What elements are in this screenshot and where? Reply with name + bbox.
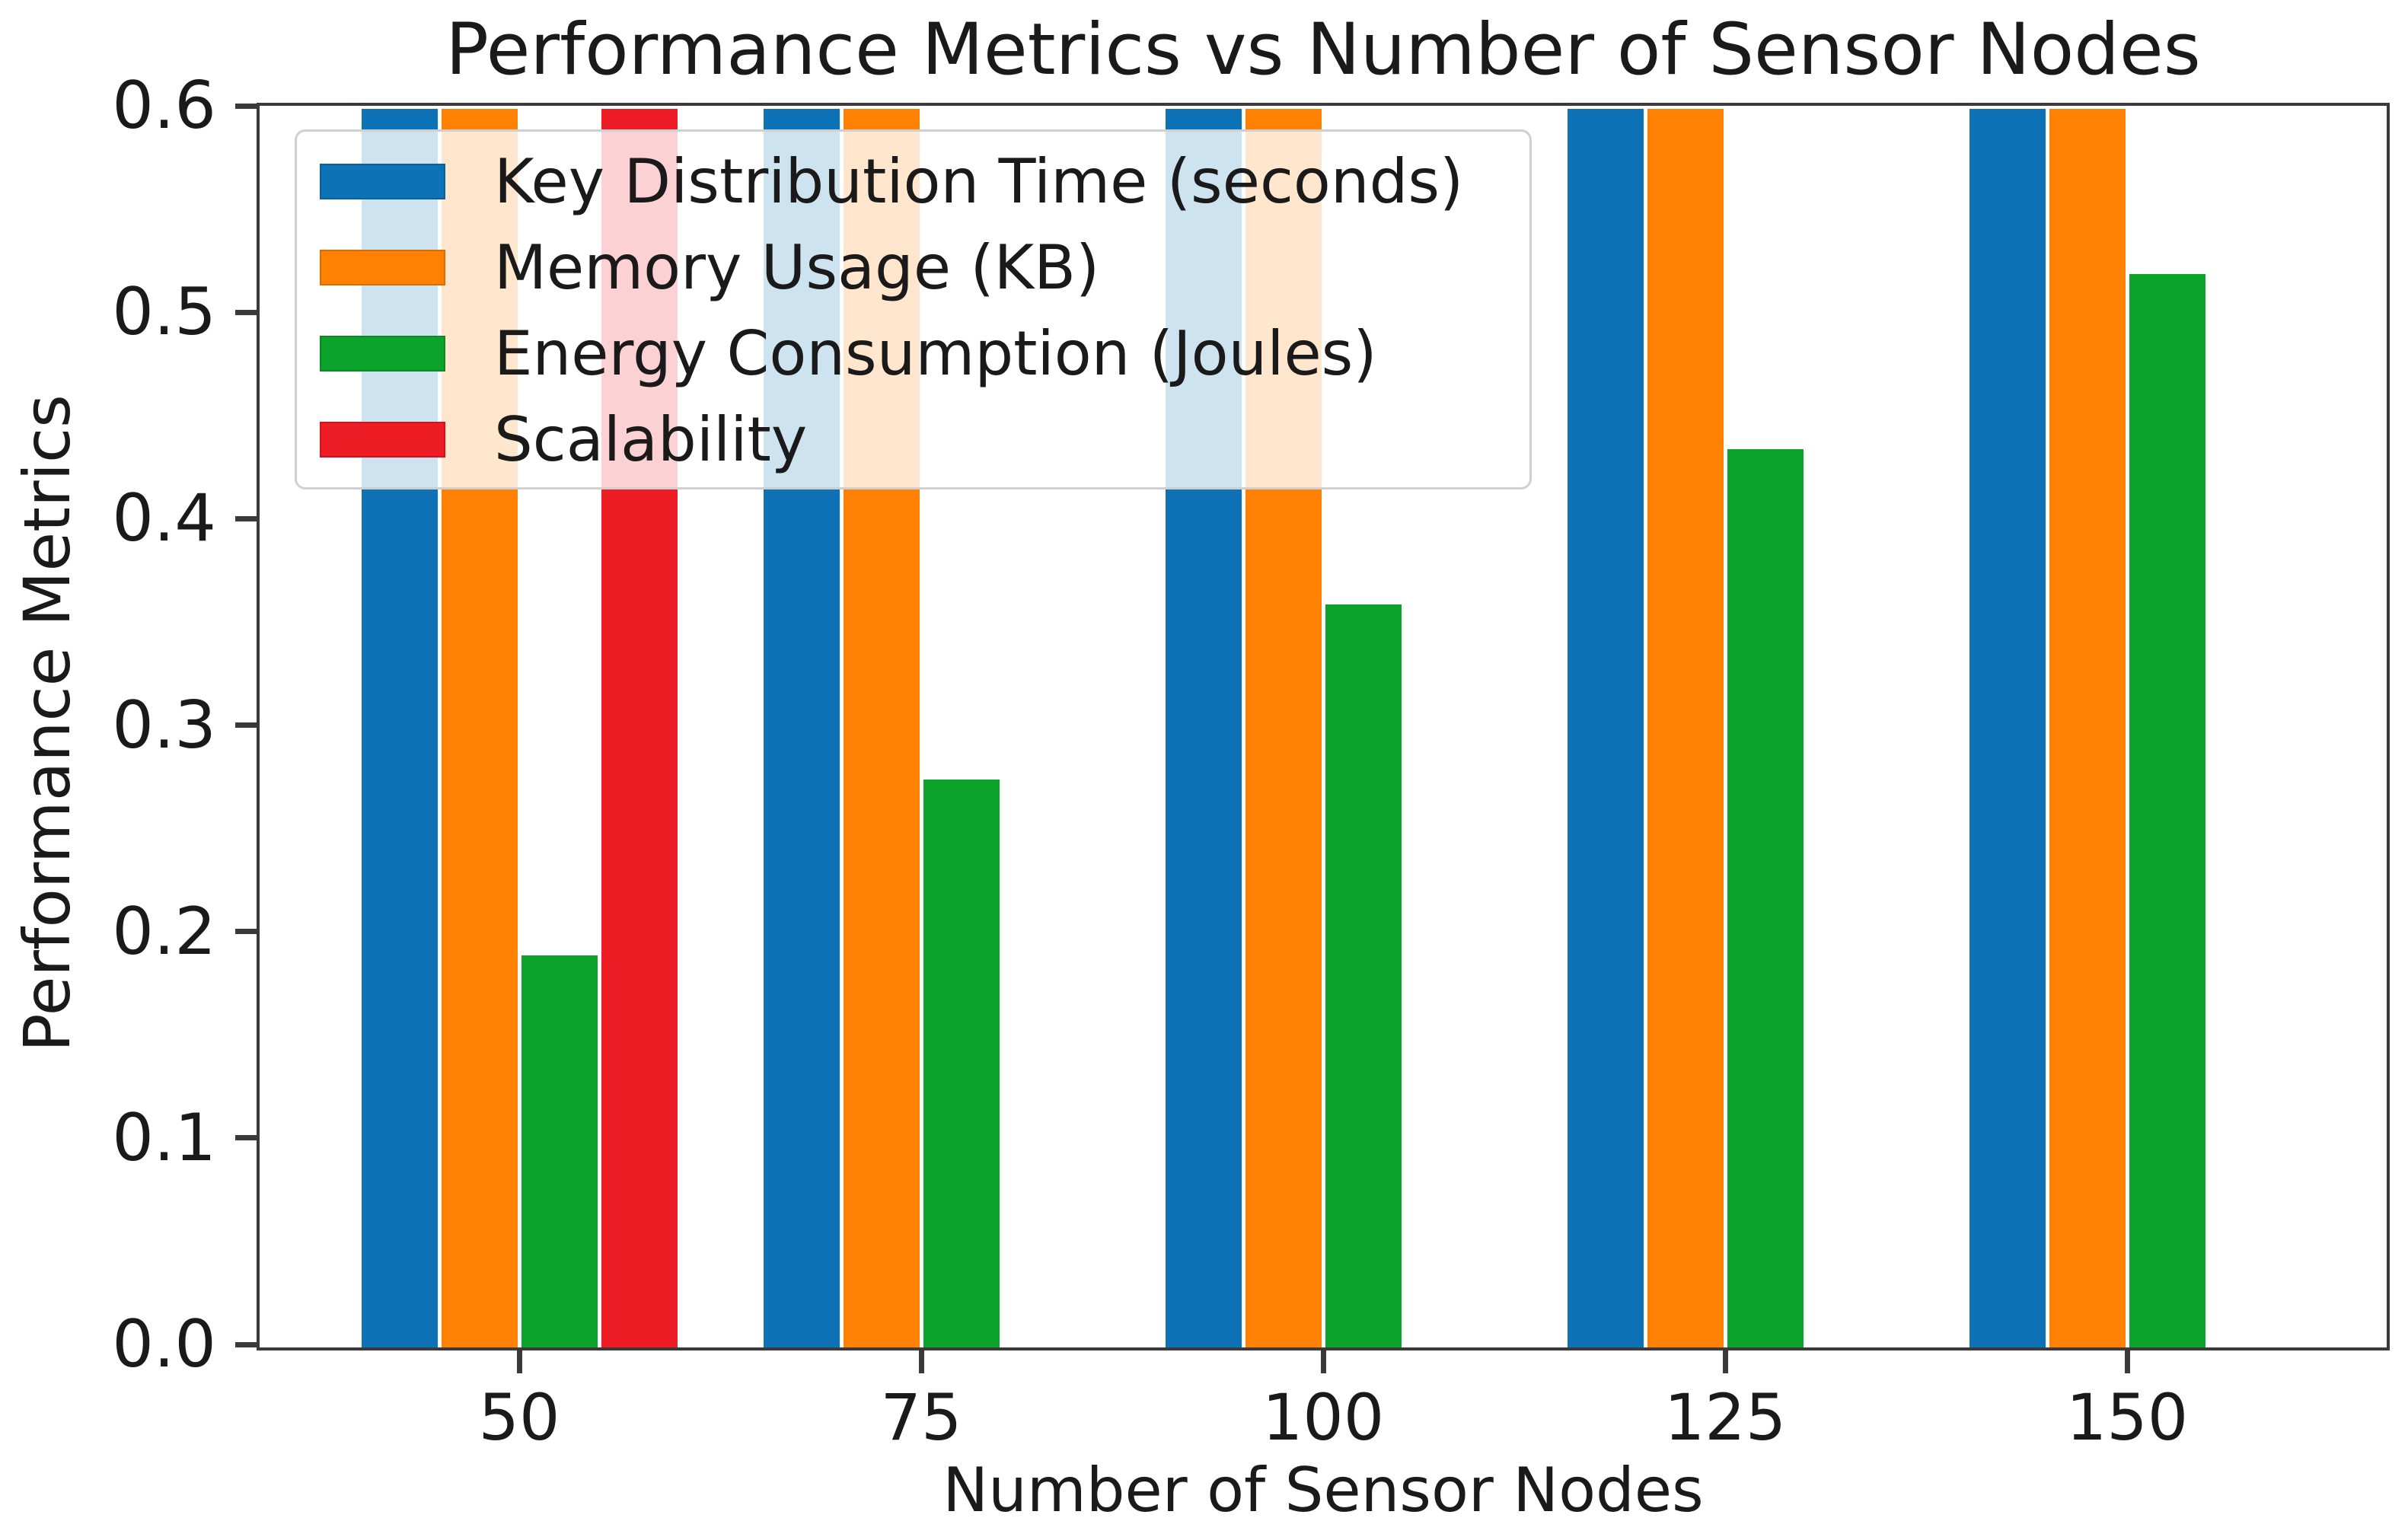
- bar-series3-group-150: [2129, 273, 2205, 1347]
- legend-label: Key Distribution Time (seconds): [494, 145, 1464, 217]
- bar-series1-group-125: [1567, 109, 1644, 1347]
- y-tick-label-0.6: 0.6: [112, 68, 216, 144]
- x-tick-label-100: 100: [1261, 1380, 1385, 1455]
- bar-series3-group-50: [521, 955, 598, 1347]
- y-tick-mark-0.4: [235, 515, 257, 521]
- y-tick-label-0.1: 0.1: [112, 1099, 216, 1176]
- x-tick-mark-100: [1320, 1350, 1326, 1373]
- legend-row-2: Memory Usage (KB): [320, 225, 1529, 311]
- x-tick-label-50: 50: [478, 1380, 560, 1455]
- y-tick-mark-0.5: [235, 309, 257, 315]
- y-tick-mark-0.0: [235, 1341, 257, 1347]
- x-tick-label-150: 150: [2065, 1380, 2189, 1455]
- legend: Key Distribution Time (seconds) Memory Us…: [295, 129, 1532, 489]
- y-tick-label-0.4: 0.4: [112, 480, 216, 557]
- bar-series3-group-100: [1325, 604, 1402, 1347]
- legend-row-1: Key Distribution Time (seconds): [320, 139, 1529, 225]
- x-tick-label-125: 125: [1663, 1380, 1787, 1455]
- legend-swatch-icon: [320, 250, 445, 285]
- x-tick-mark-75: [918, 1350, 924, 1373]
- y-tick-mark-0.2: [235, 929, 257, 935]
- x-tick-label-75: 75: [880, 1380, 962, 1455]
- legend-row-3: Energy Consumption (Joules): [320, 311, 1529, 397]
- y-tick-label-0.2: 0.2: [112, 893, 216, 970]
- legend-row-4: Scalability: [320, 397, 1529, 483]
- legend-label: Memory Usage (KB): [494, 231, 1100, 303]
- bar-series2-group-150: [2049, 109, 2126, 1347]
- legend-label: Scalability: [494, 403, 808, 475]
- y-tick-label-0.3: 0.3: [112, 687, 216, 764]
- x-axis-label: Number of Sensor Nodes: [942, 1455, 1704, 1526]
- legend-swatch-icon: [320, 164, 445, 199]
- bar-series1-group-150: [1969, 109, 2046, 1347]
- x-tick-mark-150: [2124, 1350, 2130, 1373]
- legend-swatch-icon: [320, 336, 445, 371]
- y-tick-label-0.0: 0.0: [112, 1306, 216, 1382]
- y-tick-mark-0.3: [235, 722, 257, 728]
- y-tick-mark-0.6: [235, 103, 257, 109]
- legend-swatch-icon: [320, 422, 445, 458]
- bar-series3-group-75: [923, 780, 1000, 1347]
- bar-series2-group-125: [1647, 109, 1724, 1347]
- bar-series3-group-125: [1727, 449, 1804, 1347]
- x-tick-mark-125: [1722, 1350, 1728, 1373]
- chart-title: Performance Metrics vs Number of Sensor …: [445, 8, 2201, 91]
- y-tick-mark-0.1: [235, 1135, 257, 1141]
- x-tick-mark-50: [516, 1350, 522, 1373]
- legend-label: Energy Consumption (Joules): [494, 317, 1377, 389]
- y-tick-label-0.5: 0.5: [112, 274, 216, 351]
